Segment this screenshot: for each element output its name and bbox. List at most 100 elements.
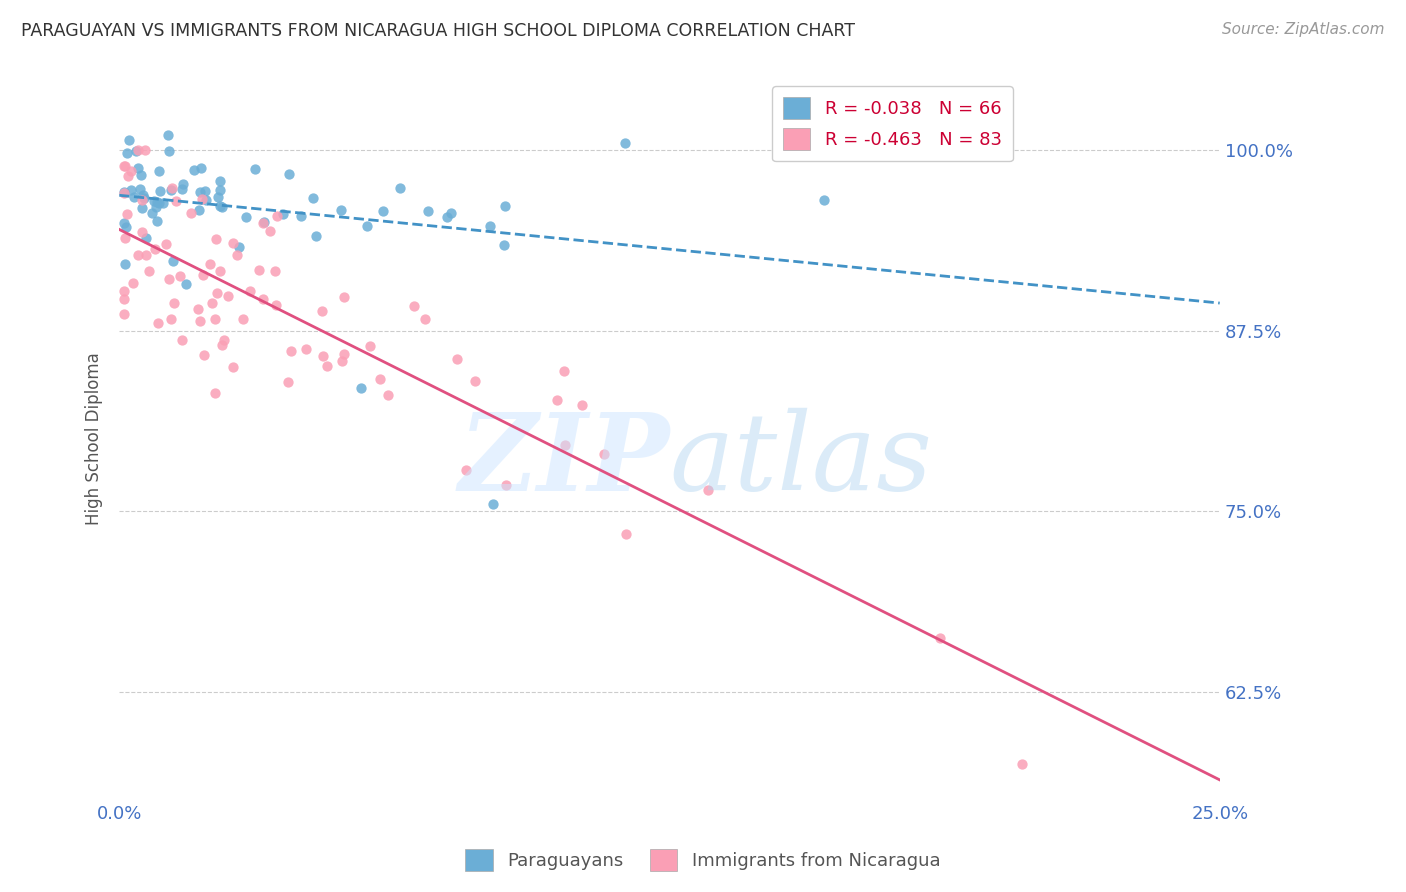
Point — [191, 268, 214, 282]
Point — [141, 206, 163, 220]
Point — [160, 183, 183, 197]
Point — [388, 180, 411, 194]
Point — [494, 199, 516, 213]
Point — [446, 351, 468, 366]
Point — [479, 219, 502, 233]
Point — [312, 349, 335, 363]
Point — [132, 191, 155, 205]
Point — [127, 161, 149, 175]
Point — [592, 447, 614, 461]
Point — [208, 198, 231, 212]
Point — [252, 292, 274, 306]
Point — [134, 143, 156, 157]
Point — [188, 185, 211, 199]
Point — [264, 298, 287, 312]
Point — [228, 240, 250, 254]
Point — [492, 238, 515, 252]
Point — [222, 360, 245, 375]
Text: atlas: atlas — [669, 409, 932, 514]
Point — [368, 372, 391, 386]
Point — [302, 191, 325, 205]
Point — [131, 168, 153, 182]
Point — [247, 263, 270, 277]
Point — [114, 231, 136, 245]
Point — [187, 301, 209, 316]
Point — [356, 219, 378, 233]
Point — [928, 631, 950, 645]
Point — [222, 236, 245, 251]
Point — [172, 177, 194, 191]
Point — [235, 211, 257, 225]
Point — [1011, 757, 1033, 772]
Point — [183, 162, 205, 177]
Point — [112, 293, 135, 307]
Point — [295, 342, 318, 356]
Y-axis label: High School Diploma: High School Diploma — [86, 352, 103, 525]
Point — [128, 182, 150, 196]
Point — [280, 343, 302, 358]
Point — [121, 277, 143, 291]
Point — [152, 195, 174, 210]
Point — [198, 257, 221, 271]
Point — [127, 248, 149, 262]
Point — [436, 210, 458, 224]
Point — [143, 243, 166, 257]
Point — [132, 187, 155, 202]
Point — [157, 272, 180, 286]
Point — [277, 167, 299, 181]
Point — [114, 159, 136, 173]
Point — [614, 136, 637, 150]
Point — [131, 225, 153, 239]
Point — [277, 376, 299, 390]
Point — [188, 314, 211, 328]
Point — [377, 388, 399, 402]
Point — [239, 284, 262, 298]
Point — [170, 333, 193, 347]
Point — [204, 312, 226, 326]
Point — [115, 146, 138, 161]
Point — [190, 161, 212, 176]
Point — [266, 210, 288, 224]
Point — [112, 307, 135, 321]
Point — [253, 215, 276, 229]
Point — [217, 289, 239, 303]
Point — [146, 214, 169, 228]
Point — [187, 202, 209, 217]
Point — [696, 483, 718, 497]
Point — [546, 393, 568, 408]
Point — [193, 348, 215, 362]
Point — [131, 201, 153, 215]
Point — [120, 183, 142, 197]
Point — [273, 207, 295, 221]
Point — [495, 478, 517, 492]
Point — [131, 193, 153, 207]
Point — [204, 232, 226, 246]
Point — [112, 216, 135, 230]
Point — [127, 143, 149, 157]
Point — [162, 254, 184, 268]
Point — [333, 290, 356, 304]
Point — [373, 203, 395, 218]
Text: PARAGUAYAN VS IMMIGRANTS FROM NICARAGUA HIGH SCHOOL DIPLOMA CORRELATION CHART: PARAGUAYAN VS IMMIGRANTS FROM NICARAGUA … — [21, 22, 855, 40]
Point — [191, 192, 214, 206]
Text: Source: ZipAtlas.com: Source: ZipAtlas.com — [1222, 22, 1385, 37]
Point — [439, 205, 461, 219]
Point — [209, 183, 232, 197]
Point — [170, 182, 193, 196]
Point — [165, 194, 187, 209]
Point — [204, 386, 226, 401]
Point — [212, 333, 235, 347]
Point — [464, 374, 486, 388]
Point — [305, 228, 328, 243]
Point — [174, 277, 197, 291]
Point — [413, 312, 436, 326]
Point — [122, 190, 145, 204]
Point — [180, 205, 202, 219]
Point — [146, 317, 169, 331]
Point — [208, 174, 231, 188]
Point — [160, 181, 183, 195]
Point — [211, 200, 233, 214]
Point — [138, 263, 160, 277]
Point — [115, 207, 138, 221]
Point — [456, 463, 478, 477]
